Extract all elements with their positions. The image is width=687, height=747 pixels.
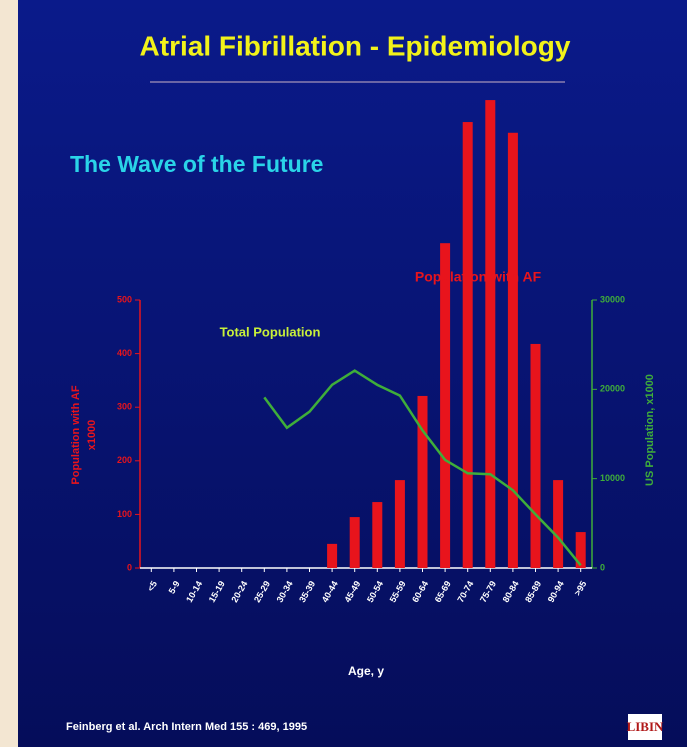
- bar: [485, 100, 496, 569]
- y2-tick-label: 30000: [600, 294, 625, 304]
- slide-background: [18, 0, 687, 747]
- bar: [372, 502, 383, 568]
- x-tick-label: <5: [145, 579, 159, 593]
- bar: [327, 543, 338, 568]
- logo: LIBIN: [627, 719, 664, 734]
- series-annotation: Total Population: [220, 324, 321, 339]
- bar: [530, 343, 541, 568]
- y-tick-label: 0: [127, 562, 132, 572]
- bar: [394, 480, 405, 568]
- y2-axis-label: US Population, x1000: [644, 374, 656, 486]
- y2-tick-label: 0: [600, 562, 605, 572]
- y-tick-label: 200: [117, 455, 132, 465]
- y2-tick-label: 10000: [600, 473, 625, 483]
- chart-title: Atrial Fibrillation - Epidemiology: [140, 30, 571, 61]
- y-tick-label: 300: [117, 402, 132, 412]
- series-annotation: Population with AF: [415, 269, 542, 285]
- source-note: Feinberg et al. Arch Intern Med 155 : 46…: [66, 721, 307, 733]
- bar: [575, 532, 586, 568]
- y-tick-label: 100: [117, 509, 132, 519]
- y-axis-label-line: Population with AF: [70, 385, 82, 484]
- bar: [507, 132, 518, 568]
- y-tick-label: 500: [117, 294, 132, 304]
- bar: [440, 243, 451, 568]
- line: [263, 369, 582, 567]
- y-axis-label: Population with AF x1000: [70, 385, 98, 484]
- logo-box: [628, 714, 662, 740]
- bar: [553, 480, 564, 568]
- chart-subtitle: The Wave of the Future: [70, 151, 323, 177]
- bar: [462, 122, 473, 568]
- y-tick-label: 400: [117, 348, 132, 358]
- y2-tick-label: 20000: [600, 384, 625, 394]
- x-axis-label: Age, y: [348, 664, 384, 678]
- y-axis-label-line: x1000: [86, 420, 98, 451]
- bar: [417, 395, 428, 568]
- bar: [349, 517, 360, 568]
